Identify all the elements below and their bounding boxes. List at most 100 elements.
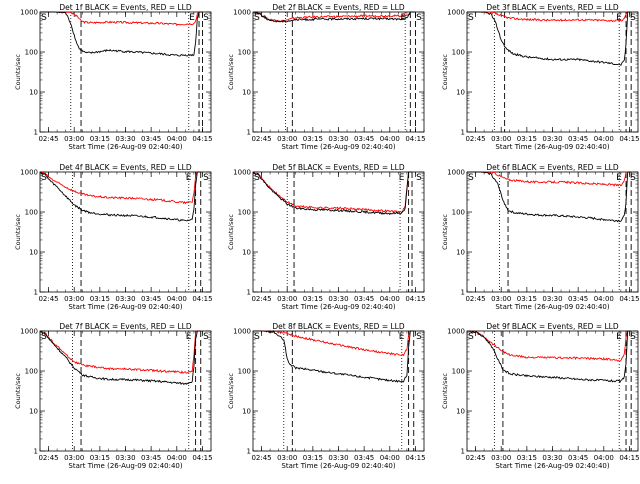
x-tick-label: 02:45 <box>38 295 58 303</box>
x-tick-label: 04:15 <box>405 295 425 303</box>
x-tick-label: 02:45 <box>465 135 485 143</box>
y-axis-label: Counts/sec <box>441 373 449 409</box>
x-tick-label: 03:15 <box>303 135 323 143</box>
y-tick-label: 1000 <box>20 328 38 336</box>
annotation-start: S <box>41 173 47 183</box>
series-line-lld <box>467 11 632 23</box>
x-tick-label: 03:00 <box>491 454 511 462</box>
x-tick-label: 02:45 <box>38 135 58 143</box>
y-tick-label: 100 <box>452 209 465 217</box>
x-tick-label: 04:15 <box>192 454 212 462</box>
y-axis-label: Counts/sec <box>14 214 22 250</box>
annotation-end: E <box>399 332 405 342</box>
series-line-events <box>39 171 201 222</box>
annotation-start: S <box>41 13 47 23</box>
x-tick-label: 03:15 <box>517 454 537 462</box>
x-axis-label: Start Time (26-Aug-09 02:40:40) <box>68 303 182 311</box>
x-tick-label: 04:00 <box>380 295 400 303</box>
x-axis-label: Start Time (26-Aug-09 02:40:40) <box>281 462 395 470</box>
x-tick-label: 03:45 <box>568 135 588 143</box>
annotation-start-right: S <box>203 332 209 342</box>
x-tick-label: 03:45 <box>141 135 161 143</box>
chart-title: Det 1f BLACK = Events, RED = LLD <box>59 3 192 12</box>
annotation-end: E <box>616 13 622 23</box>
y-tick-label: 100 <box>25 368 38 376</box>
y-tick-label: 10 <box>29 408 38 416</box>
y-axis-label: Counts/sec <box>14 373 22 409</box>
series-line-lld <box>467 171 632 187</box>
y-tick-label: 100 <box>452 368 465 376</box>
chart-title: Det 6f BLACK = Events, RED = LLD <box>486 163 619 172</box>
series-line-events <box>40 11 203 57</box>
series-line-events <box>467 171 632 223</box>
annotation-start: S <box>254 13 260 23</box>
chart-panel-2: Det 2f BLACK = Events, RED = LLD 1 10 100 10… <box>227 3 426 151</box>
x-tick-label: 03:30 <box>115 135 135 143</box>
x-tick-label: 03:00 <box>64 295 84 303</box>
series-line-lld <box>253 330 414 357</box>
x-tick-label: 03:15 <box>90 295 110 303</box>
y-tick-label: 1 <box>461 289 465 297</box>
annotation-start: S <box>254 332 260 342</box>
x-tick-label: 02:45 <box>465 454 485 462</box>
annotation-end: E <box>186 173 192 183</box>
y-tick-label: 1 <box>461 129 465 137</box>
series-line-lld <box>40 11 203 27</box>
chart-title: Det 9f BLACK = Events, RED = LLD <box>486 322 619 331</box>
x-tick-label: 03:30 <box>115 454 135 462</box>
annotation-start-right: S <box>630 173 636 183</box>
y-tick-label: 1000 <box>20 169 38 177</box>
y-tick-label: 10 <box>242 249 251 257</box>
x-axis-label: Start Time (26-Aug-09 02:40:40) <box>281 303 395 311</box>
y-tick-label: 100 <box>25 209 38 217</box>
chart-panel-4: Det 4f BLACK = Events, RED = LLD 1 10 100 10… <box>14 163 213 311</box>
x-tick-label: 04:15 <box>192 295 212 303</box>
series-line-events <box>466 330 632 384</box>
x-tick-label: 03:15 <box>90 454 110 462</box>
x-tick-label: 03:45 <box>568 295 588 303</box>
annotation-end: E <box>616 332 622 342</box>
annotation-start-right: S <box>630 13 636 23</box>
y-tick-label: 10 <box>456 249 465 257</box>
x-tick-label: 02:45 <box>38 454 58 462</box>
annotation-end: E <box>186 332 192 342</box>
x-tick-label: 03:45 <box>141 454 161 462</box>
y-tick-label: 100 <box>452 49 465 57</box>
x-axis-label: Start Time (26-Aug-09 02:40:40) <box>68 462 182 470</box>
x-tick-label: 03:45 <box>141 295 161 303</box>
x-tick-label: 03:30 <box>328 135 348 143</box>
x-tick-label: 04:00 <box>594 295 614 303</box>
annotation-start: S <box>468 13 474 23</box>
y-tick-label: 10 <box>29 249 38 257</box>
y-axis-label: Counts/sec <box>227 373 235 409</box>
x-tick-label: 04:15 <box>192 135 212 143</box>
x-tick-label: 02:45 <box>251 135 271 143</box>
y-tick-label: 1 <box>34 129 38 137</box>
annotation-start-right: S <box>416 13 422 23</box>
annotation-end: E <box>399 173 405 183</box>
y-tick-label: 1000 <box>233 169 251 177</box>
series-line-events <box>252 171 412 216</box>
series-line-lld <box>252 11 416 23</box>
y-tick-label: 10 <box>242 408 251 416</box>
y-tick-label: 100 <box>238 368 251 376</box>
x-tick-label: 03:30 <box>542 295 562 303</box>
annotation-start: S <box>468 173 474 183</box>
y-tick-label: 1000 <box>447 169 465 177</box>
y-tick-label: 1 <box>461 448 465 456</box>
x-tick-label: 04:00 <box>167 135 187 143</box>
x-tick-label: 02:45 <box>251 295 271 303</box>
chart-title: Det 7f BLACK = Events, RED = LLD <box>59 322 192 331</box>
y-tick-label: 1 <box>247 289 251 297</box>
x-tick-label: 04:15 <box>619 454 639 462</box>
y-tick-label: 1 <box>34 448 38 456</box>
y-tick-label: 10 <box>456 408 465 416</box>
chart-title: Det 8f BLACK = Events, RED = LLD <box>272 322 405 331</box>
chart-title: Det 3f BLACK = Events, RED = LLD <box>486 3 619 12</box>
x-tick-label: 04:15 <box>619 295 639 303</box>
chart-panel-3: Det 3f BLACK = Events, RED = LLD 1 10 100 10… <box>441 3 640 151</box>
y-tick-label: 100 <box>238 209 251 217</box>
x-tick-label: 03:00 <box>64 135 84 143</box>
chart-title: Det 4f BLACK = Events, RED = LLD <box>59 163 192 172</box>
